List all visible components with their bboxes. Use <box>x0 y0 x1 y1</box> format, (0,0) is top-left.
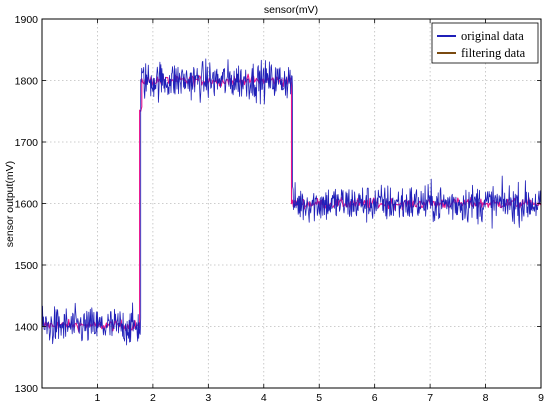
legend: original data filtering data <box>431 22 539 64</box>
y-tick-label: 1400 <box>15 322 39 334</box>
y-tick-label: 1600 <box>15 199 39 211</box>
x-tick-labels: 1 2 3 4 5 6 7 8 9 <box>95 392 545 404</box>
tick-marks <box>42 18 542 389</box>
x-tick-label: 5 <box>316 392 322 404</box>
x-tick-label: 9 <box>538 392 544 404</box>
legend-label-filtering: filtering data <box>461 46 526 60</box>
x-tick-label: 7 <box>427 392 433 404</box>
x-tick-label: 6 <box>372 392 378 404</box>
y-tick-label: 1700 <box>15 137 39 149</box>
x-tick-label: 1 <box>95 392 101 404</box>
y-axis-label: sensor output(mV) <box>4 161 16 247</box>
legend-label-original: original data <box>461 29 524 43</box>
x-tick-label: 4 <box>261 392 267 404</box>
y-tick-label: 1900 <box>15 14 39 26</box>
series-line-original-data <box>41 58 542 346</box>
x-tick-label: 8 <box>483 392 489 404</box>
x-tick-label: 2 <box>150 392 156 404</box>
x-tick-label: 3 <box>205 392 211 404</box>
y-tick-labels: 1300 1400 1500 1600 1700 1800 1900 <box>15 14 39 395</box>
y-tick-label: 1500 <box>15 260 39 272</box>
chart-title: sensor(mV) <box>264 4 318 16</box>
series-layer <box>41 58 542 346</box>
y-tick-label: 1300 <box>15 383 39 395</box>
legend-box <box>431 22 539 64</box>
y-tick-label: 1800 <box>15 76 39 88</box>
